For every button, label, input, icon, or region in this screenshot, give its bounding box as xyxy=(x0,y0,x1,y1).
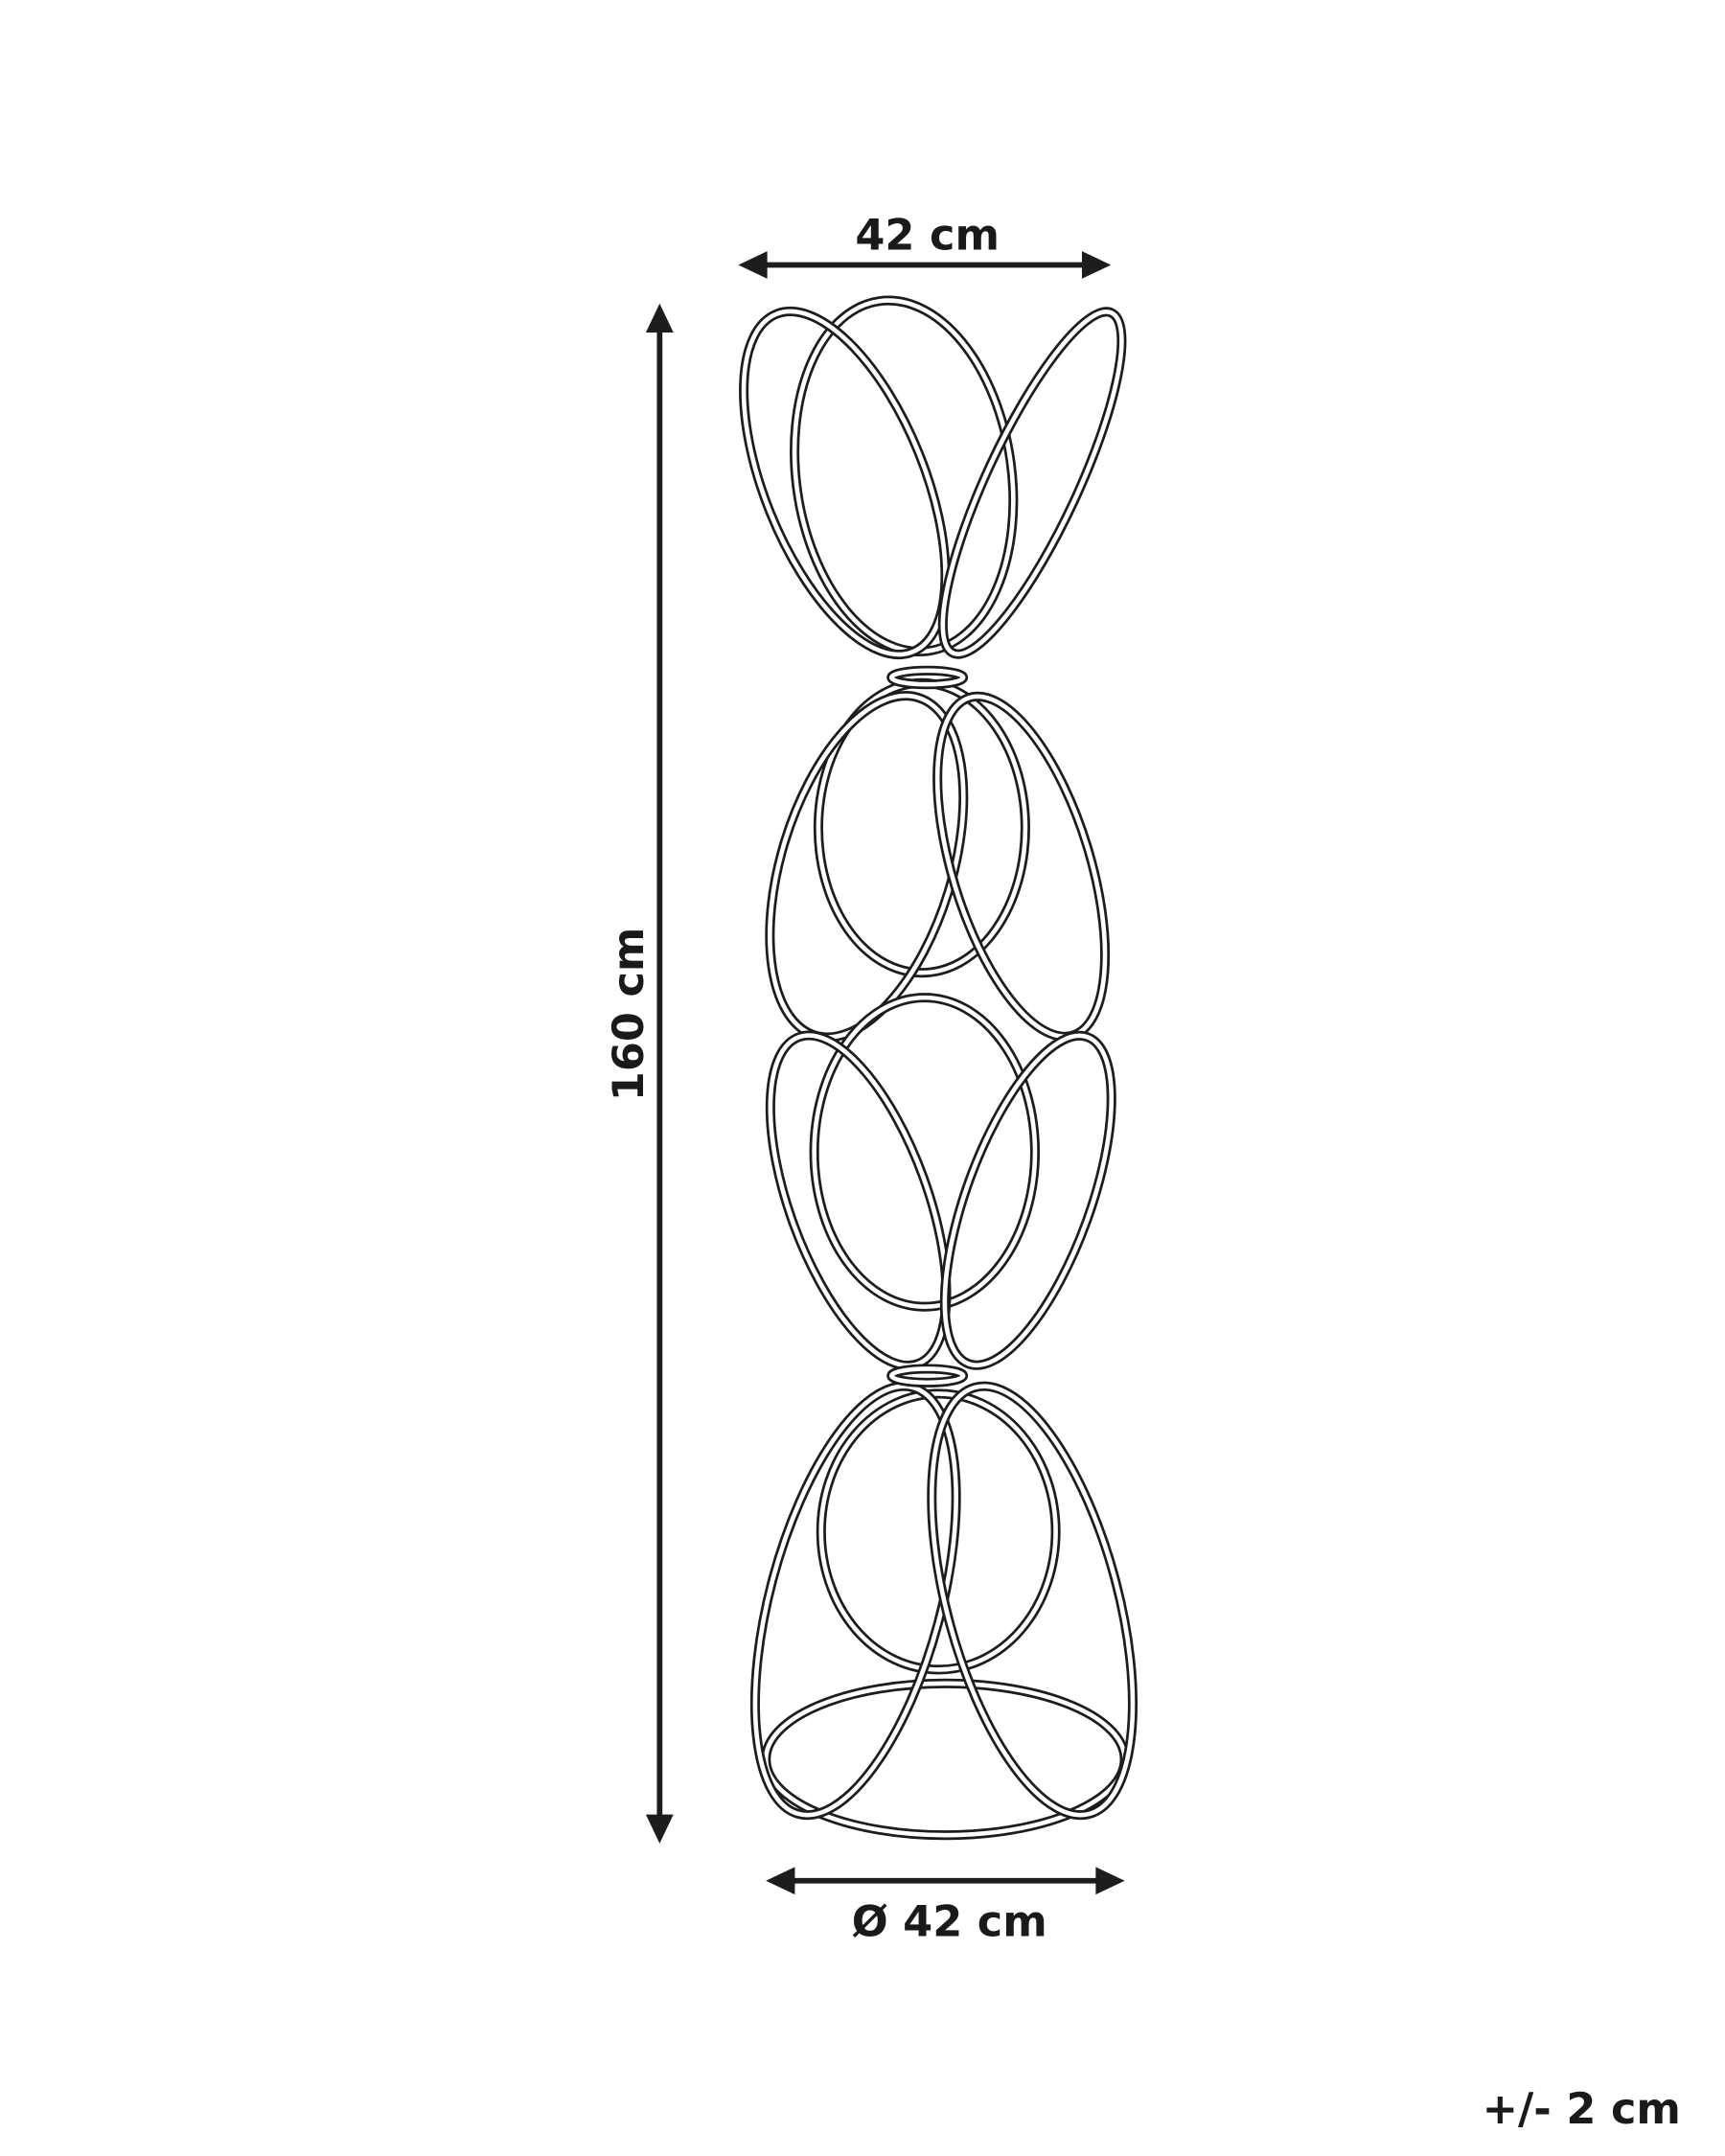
bottom-ring-left xyxy=(749,1381,961,1821)
lower-mid-ring-right xyxy=(939,1030,1116,1370)
diameter-arrow xyxy=(766,1867,1125,1895)
height-arrow xyxy=(645,303,674,1844)
top-width-arrow xyxy=(738,251,1112,279)
lower-mid-ring-left xyxy=(765,1030,952,1371)
diameter-label: Ø 42 cm xyxy=(852,1896,1047,1946)
height-label: 160 cm xyxy=(604,928,654,1102)
lower-mid-ring-center xyxy=(809,993,1041,1312)
width-label: 42 cm xyxy=(855,211,1000,261)
floor-lamp-drawing xyxy=(739,295,1138,1841)
top-ring-right xyxy=(937,307,1127,659)
bottom-ring-inner xyxy=(816,1388,1061,1675)
top-ring-center xyxy=(790,295,1019,657)
tolerance-label: +/- 2 cm xyxy=(1483,2084,1681,2134)
connector-lower xyxy=(886,1364,969,1388)
top-ring-left xyxy=(739,306,951,660)
bottom-ring-right xyxy=(927,1381,1138,1821)
connector-upper xyxy=(886,665,969,690)
